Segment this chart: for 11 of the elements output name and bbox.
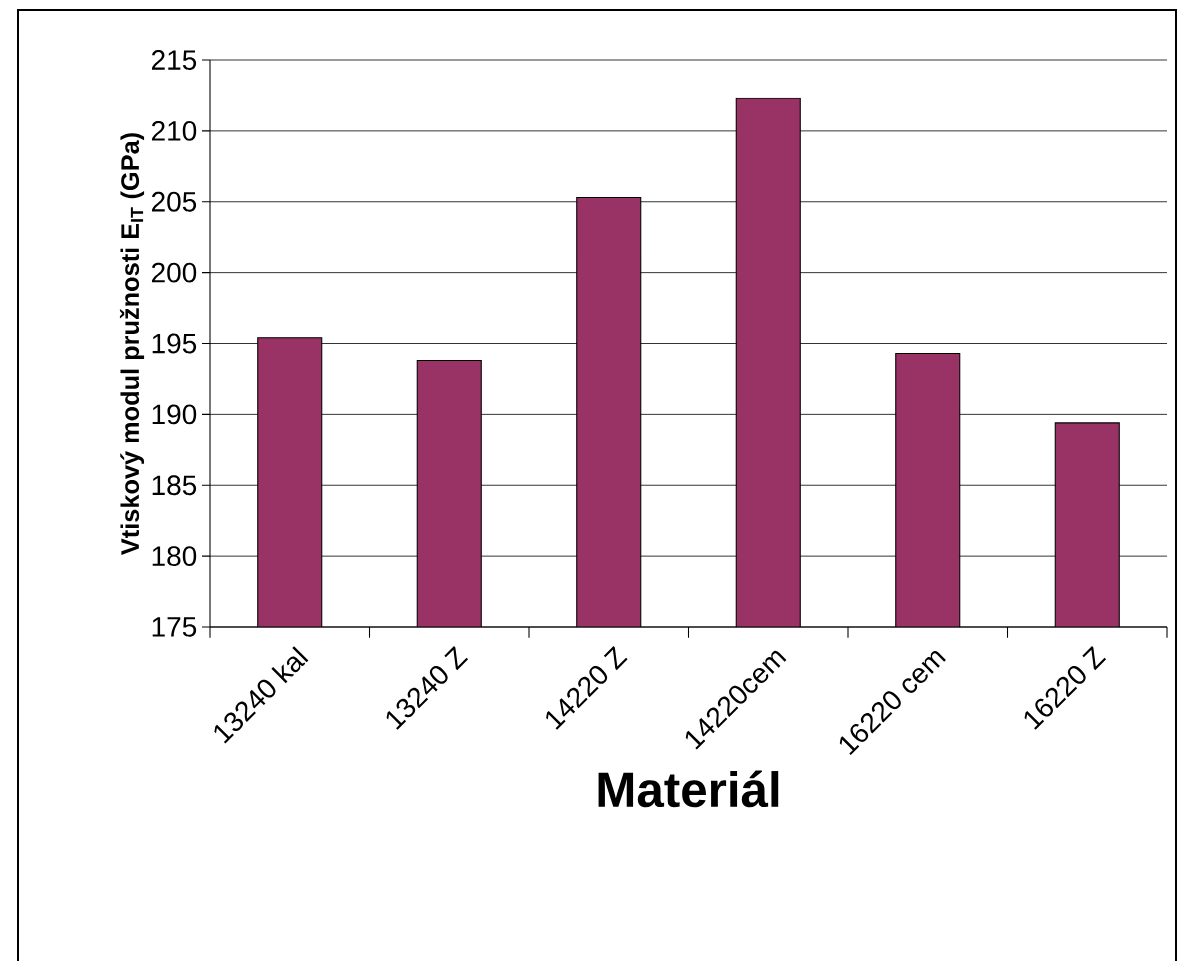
y-tick-label: 195 (152, 333, 197, 354)
y-tick-label: 190 (152, 404, 197, 425)
y-tick-label: 210 (151, 120, 197, 141)
y-tick-label: 205 (151, 191, 197, 212)
y-tick-label: 215 (151, 50, 197, 70)
y-tick-label: 180 (152, 546, 197, 567)
y-tick-label: 200 (151, 262, 197, 283)
y-axis-title: Vtiskový modul pružnosti E$_{IT}$ (GPa) (119, 133, 145, 555)
x-axis-title: Materiál (598, 770, 779, 808)
y-tick-label: 185 (152, 475, 197, 496)
y-tick-label: 175 (152, 617, 197, 637)
